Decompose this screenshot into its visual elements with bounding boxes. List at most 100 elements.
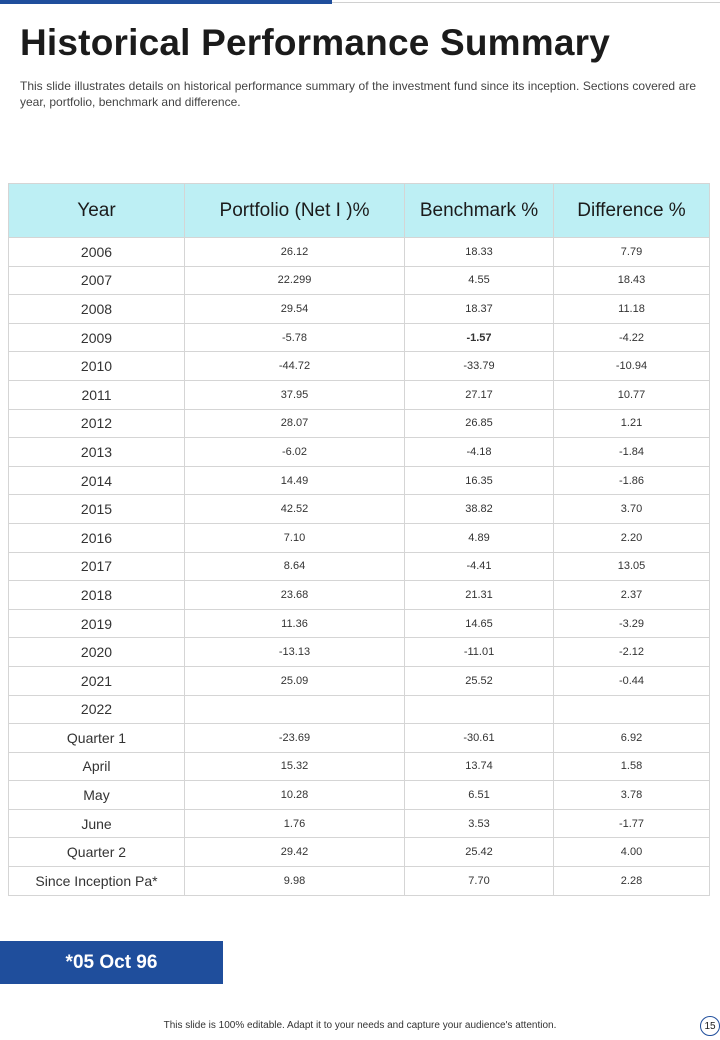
cell-difference: 10.77: [553, 379, 710, 410]
cell-benchmark: 13.74: [404, 751, 554, 782]
cell-difference: -1.84: [553, 437, 710, 467]
header-year: Year: [8, 183, 185, 238]
cell-year: 2021: [8, 665, 185, 696]
cell-difference: -3.29: [553, 608, 710, 639]
cell-benchmark: 21.31: [404, 580, 554, 610]
table-row: June 1.76 3.53 -1.77: [8, 808, 710, 839]
cell-benchmark: 6.51: [404, 780, 554, 810]
table-row: April 15.32 13.74 1.58: [8, 751, 710, 782]
cell-year: 2010: [8, 351, 185, 381]
table-row: 2008 29.54 18.37 11.18: [8, 294, 710, 324]
cell-portfolio: 1.76: [184, 808, 405, 839]
table-row: Quarter 1 -23.69 -30.61 6.92: [8, 723, 710, 753]
cell-benchmark: 25.52: [404, 665, 554, 696]
cell-year: 2008: [8, 294, 185, 324]
cell-portfolio: -5.78: [184, 322, 405, 353]
cell-benchmark: 7.70: [404, 866, 554, 896]
table-row: 2012 28.07 26.85 1.21: [8, 408, 710, 439]
cell-portfolio: 37.95: [184, 379, 405, 410]
footer-note: This slide is 100% editable. Adapt it to…: [163, 1020, 557, 1031]
cell-difference: 3.70: [553, 494, 710, 524]
cell-difference: 6.92: [553, 723, 710, 753]
cell-benchmark: 4.55: [404, 265, 554, 296]
header-portfolio: Portfolio (Net I )%: [184, 183, 405, 238]
page-description: This slide illustrates details on histor…: [20, 79, 696, 109]
cell-year: 2017: [8, 551, 185, 582]
cell-portfolio: 23.68: [184, 580, 405, 610]
cell-difference: -0.44: [553, 665, 710, 696]
cell-year: 2014: [8, 465, 185, 496]
cell-year: Quarter 2: [8, 837, 185, 868]
cell-difference: -1.86: [553, 465, 710, 496]
cell-year: Since Inception Pa*: [8, 866, 185, 896]
table-row: 2016 7.10 4.89 2.20: [8, 522, 710, 553]
cell-portfolio: 7.10: [184, 522, 405, 553]
cell-portfolio: 25.09: [184, 665, 405, 696]
table-row: 2007 22.299 4.55 18.43: [8, 265, 710, 296]
table-row: 2021 25.09 25.52 -0.44: [8, 665, 710, 696]
cell-benchmark: 14.65: [404, 608, 554, 639]
cell-year: May: [8, 780, 185, 810]
cell-year: April: [8, 751, 185, 782]
page-number-badge: 15: [700, 1016, 720, 1036]
cell-difference: -10.94: [553, 351, 710, 381]
table-row: 2006 26.12 18.33 7.79: [8, 237, 710, 267]
cell-benchmark: 18.33: [404, 237, 554, 267]
header-difference: Difference %: [553, 183, 710, 238]
cell-benchmark: -30.61: [404, 723, 554, 753]
cell-portfolio: -23.69: [184, 723, 405, 753]
table-row: Since Inception Pa* 9.98 7.70 2.28: [8, 866, 710, 896]
cell-year: 2007: [8, 265, 185, 296]
cell-portfolio: 42.52: [184, 494, 405, 524]
cell-benchmark: 4.89: [404, 522, 554, 553]
cell-year: 2009: [8, 322, 185, 353]
cell-portfolio: 15.32: [184, 751, 405, 782]
cell-difference: 1.21: [553, 408, 710, 439]
cell-portfolio: 22.299: [184, 265, 405, 296]
cell-benchmark: 18.37: [404, 294, 554, 324]
table-row: 2020 -13.13 -11.01 -2.12: [8, 637, 710, 667]
cell-difference: 3.78: [553, 780, 710, 810]
cell-benchmark: 27.17: [404, 379, 554, 410]
cell-portfolio: 29.42: [184, 837, 405, 868]
cell-portfolio: 26.12: [184, 237, 405, 267]
table-row: 2010 -44.72 -33.79 -10.94: [8, 351, 710, 381]
table-row: 2009 -5.78 -1.57 -4.22: [8, 322, 710, 353]
cell-benchmark: 3.53: [404, 808, 554, 839]
table-body: 2006 26.12 18.33 7.79 2007 22.299 4.55 18.43 200…: [8, 237, 710, 896]
cell-difference: [553, 694, 710, 725]
table-row: 2015 42.52 38.82 3.70: [8, 494, 710, 524]
cell-year: 2016: [8, 522, 185, 553]
cell-benchmark: -4.41: [404, 551, 554, 582]
cell-year: 2011: [8, 379, 185, 410]
cell-difference: 2.20: [553, 522, 710, 553]
table-row: 2019 11.36 14.65 -3.29: [8, 608, 710, 639]
cell-portfolio: 11.36: [184, 608, 405, 639]
table-row: 2022: [8, 694, 710, 725]
cell-difference: 2.37: [553, 580, 710, 610]
page-title: Historical Performance Summary: [20, 22, 611, 63]
table-row: 2014 14.49 16.35 -1.86: [8, 465, 710, 496]
cell-portfolio: -13.13: [184, 637, 405, 667]
cell-portfolio: 10.28: [184, 780, 405, 810]
cell-year: 2006: [8, 237, 185, 267]
cell-portfolio: 28.07: [184, 408, 405, 439]
cell-benchmark: 25.42: [404, 837, 554, 868]
table-header-row: Year Portfolio (Net I )% Benchmark % Dif…: [8, 183, 710, 238]
cell-benchmark: 38.82: [404, 494, 554, 524]
cell-benchmark: 16.35: [404, 465, 554, 496]
cell-year: 2013: [8, 437, 185, 467]
cell-difference: 7.79: [553, 237, 710, 267]
cell-difference: 2.28: [553, 866, 710, 896]
cell-portfolio: 8.64: [184, 551, 405, 582]
top-accent-bar: [0, 0, 332, 4]
cell-difference: -2.12: [553, 637, 710, 667]
cell-portfolio: -6.02: [184, 437, 405, 467]
cell-benchmark: -1.57: [404, 322, 554, 353]
cell-portfolio: [184, 694, 405, 725]
table-row: 2018 23.68 21.31 2.37: [8, 580, 710, 610]
cell-portfolio: 29.54: [184, 294, 405, 324]
top-divider-line: [332, 2, 720, 3]
date-note: *05 Oct 96: [65, 951, 158, 973]
cell-portfolio: 9.98: [184, 866, 405, 896]
